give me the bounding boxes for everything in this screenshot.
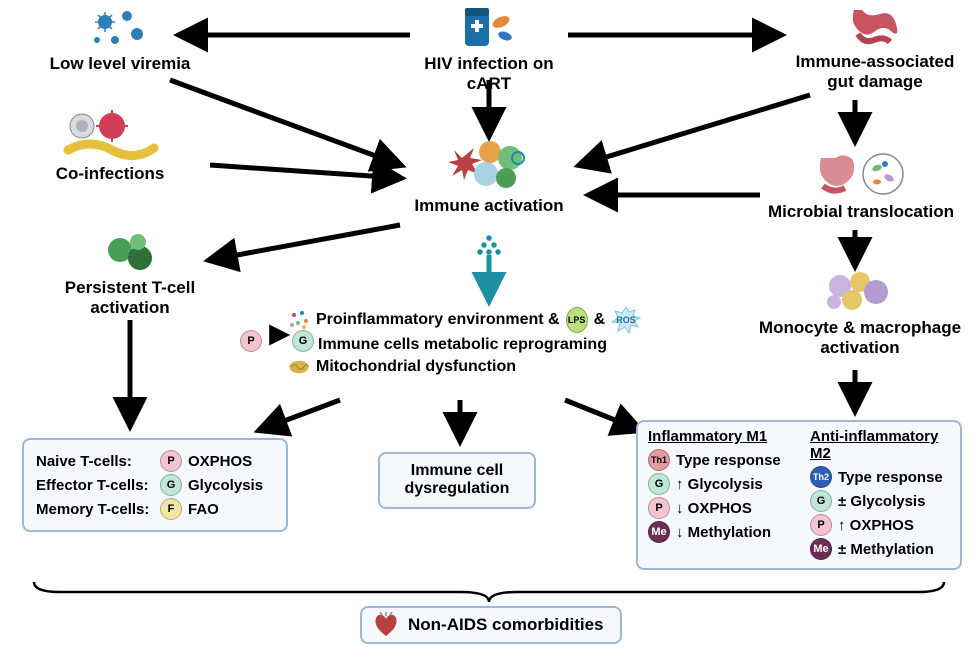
mono-icon bbox=[820, 268, 900, 316]
heart-icon bbox=[372, 612, 400, 638]
m2r1: Type response bbox=[838, 469, 943, 486]
mono-node: Monocyte & macrophage activation bbox=[750, 268, 970, 357]
immune-icon bbox=[444, 138, 534, 194]
hiv-label: HIV infection on cART bbox=[400, 54, 578, 93]
th1-circ: Th1 bbox=[648, 449, 670, 471]
tcell-r1a: Naive T-cells: bbox=[36, 453, 154, 470]
viremia-node: Low level viremia bbox=[30, 6, 210, 74]
tcell-r2a: Effector T-cells: bbox=[36, 477, 154, 494]
mid-line3: Mitochondrial dysfunction bbox=[316, 358, 516, 376]
m1r4: ↓ Methylation bbox=[676, 524, 771, 541]
cart-icon bbox=[459, 4, 519, 52]
me2-circ: Me bbox=[810, 538, 832, 560]
m2r4: ± Methylation bbox=[838, 541, 934, 558]
tcell-box: Naive T-cells: P OXPHOS Effector T-cells… bbox=[22, 438, 288, 532]
m2r2: ± Glycolysis bbox=[838, 493, 925, 510]
dysreg-label: Immune cell dysregulation bbox=[392, 462, 522, 499]
immune-node: Immune activation bbox=[398, 138, 580, 216]
comorbid-box: Non-AIDS comorbidities bbox=[360, 606, 622, 644]
immune-label: Immune activation bbox=[398, 196, 580, 216]
mac-h1: Inflammatory M1 bbox=[648, 428, 798, 445]
hiv-node: HIV infection on cART bbox=[400, 4, 578, 93]
comorbid-label: Non-AIDS comorbidities bbox=[408, 615, 604, 635]
mito-icon bbox=[288, 356, 310, 378]
p-icon: P bbox=[240, 330, 262, 352]
gut-node: Immune-associated gut damage bbox=[780, 2, 970, 91]
tcell-label: Persistent T-cell activation bbox=[30, 278, 230, 317]
coinf-icon bbox=[60, 110, 160, 162]
ros-icon: ROS bbox=[611, 306, 641, 334]
g-icon: G bbox=[292, 330, 314, 352]
g1-circ: G bbox=[648, 473, 670, 495]
me1-circ: Me bbox=[648, 521, 670, 543]
viremia-label: Low level viremia bbox=[30, 54, 210, 74]
microbial-node: Microbial translocation bbox=[756, 148, 966, 222]
p2-circ: P bbox=[810, 514, 832, 536]
m2r3: ↑ OXPHOS bbox=[838, 517, 914, 534]
mid-list: P G Proinflammatory environment & LPS & … bbox=[240, 302, 680, 380]
dysreg-box: Immune cell dysregulation bbox=[378, 452, 536, 509]
th2-circ: Th2 bbox=[810, 466, 832, 488]
microbial-icon bbox=[813, 148, 909, 200]
tcell-r3b: FAO bbox=[188, 501, 219, 518]
m1r3: ↓ OXPHOS bbox=[676, 500, 752, 517]
cytokine-icon bbox=[288, 309, 310, 331]
g-circ: G bbox=[160, 474, 182, 496]
coinf-label: Co-infections bbox=[20, 164, 200, 184]
g2-circ: G bbox=[810, 490, 832, 512]
svg-text:ROS: ROS bbox=[616, 315, 636, 325]
viremia-icon bbox=[85, 6, 155, 52]
tcell-r3a: Memory T-cells: bbox=[36, 501, 154, 518]
gut-label: Immune-associated gut damage bbox=[780, 52, 970, 91]
lps-icon: LPS bbox=[566, 307, 588, 333]
m1r2: ↑ Glycolysis bbox=[676, 476, 763, 493]
tcell-r2b: Glycolysis bbox=[188, 477, 263, 494]
p1-circ: P bbox=[648, 497, 670, 519]
microbial-label: Microbial translocation bbox=[756, 202, 966, 222]
mono-label: Monocyte & macrophage activation bbox=[750, 318, 970, 357]
tcell-icon bbox=[100, 232, 160, 276]
mac-h2: Anti-inflammatory M2 bbox=[810, 428, 950, 462]
mid-line2: Immune cells metabolic reprograming bbox=[318, 336, 607, 354]
m1r1: Type response bbox=[676, 452, 781, 469]
coinf-node: Co-infections bbox=[20, 110, 200, 184]
bottom-brace bbox=[30, 580, 948, 602]
p-circ: P bbox=[160, 450, 182, 472]
tcell-r1b: OXPHOS bbox=[188, 453, 252, 470]
mid-line1: Proinflammatory environment & bbox=[316, 311, 560, 329]
f-circ: F bbox=[160, 498, 182, 520]
mac-box: Inflammatory M1 Th1 Type response G ↑ Glyc… bbox=[636, 420, 962, 570]
tcell-node: Persistent T-cell activation bbox=[30, 232, 230, 317]
gut-icon bbox=[844, 2, 906, 50]
